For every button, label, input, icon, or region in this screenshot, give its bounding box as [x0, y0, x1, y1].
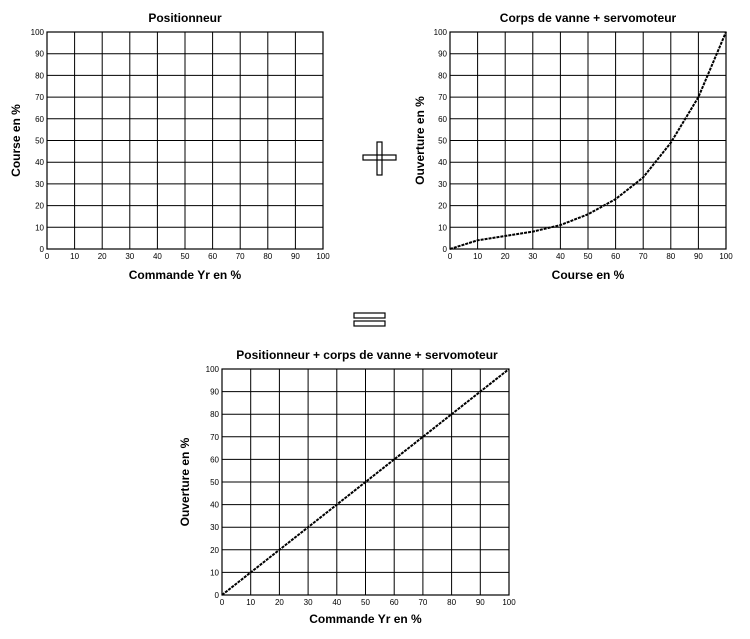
chart-corps-de-vanne: Corps de vanne + servomoteur 0 10 20 30 40 50… [413, 11, 733, 282]
y-tick-label: 80 [210, 410, 219, 419]
y-tick-label: 30 [438, 180, 447, 189]
y-tick-label: 40 [438, 158, 447, 167]
chart-title: Positionneur [148, 11, 222, 25]
y-tick-label: 50 [35, 137, 44, 146]
x-tick-label: 20 [275, 598, 284, 607]
plot-frame [46, 31, 324, 250]
x-tick-label: 40 [332, 598, 341, 607]
y-tick-label: 40 [35, 158, 44, 167]
y-tick-label: 60 [438, 115, 447, 124]
y-tick-label: 70 [438, 93, 447, 102]
x-tick-label: 60 [208, 252, 217, 261]
y-tick-label: 20 [438, 202, 447, 211]
plot-frame [449, 31, 727, 250]
y-tick-label: 0 [40, 245, 45, 254]
plus-operator [362, 141, 397, 176]
y-tick-label: 20 [35, 202, 44, 211]
y-tick-label: 10 [210, 568, 219, 577]
chart-positionneur: Positionneur 0 10 20 30 40 50 60 70 80 90 100 0 10 20… [9, 11, 330, 282]
x-tick-label: 30 [304, 598, 313, 607]
series-line [221, 368, 510, 596]
x-tick-label: 60 [611, 252, 620, 261]
y-tick-label: 80 [438, 71, 447, 80]
x-axis-label: Commande Yr en % [309, 612, 422, 626]
x-tick-label: 70 [236, 252, 245, 261]
chart-title: Corps de vanne + servomoteur [500, 11, 677, 25]
y-tick-label: 10 [438, 223, 447, 232]
y-tick-label: 50 [438, 137, 447, 146]
y-tick-label: 90 [210, 388, 219, 397]
y-tick-label: 0 [443, 245, 448, 254]
x-tick-label: 40 [153, 252, 162, 261]
x-tick-label: 70 [639, 252, 648, 261]
y-tick-label: 80 [35, 71, 44, 80]
y-tick-label: 90 [438, 50, 447, 59]
x-tick-label: 100 [502, 598, 516, 607]
x-tick-label: 60 [390, 598, 399, 607]
x-tick-label: 100 [316, 252, 330, 261]
x-tick-label: 30 [125, 252, 134, 261]
y-axis-label: Ouverture en % [178, 437, 192, 526]
equals-operator [353, 312, 386, 327]
x-tick-label: 0 [220, 598, 225, 607]
y-axis-label: Course en % [9, 104, 23, 177]
x-tick-label: 50 [584, 252, 593, 261]
y-tick-label: 100 [31, 28, 45, 37]
y-tick-label: 60 [35, 115, 44, 124]
x-tick-label: 20 [98, 252, 107, 261]
y-tick-label: 70 [210, 433, 219, 442]
x-axis-label: Commande Yr en % [129, 268, 242, 282]
x-tick-label: 0 [45, 252, 50, 261]
x-tick-label: 10 [70, 252, 79, 261]
y-tick-label: 90 [35, 50, 44, 59]
x-tick-label: 10 [246, 598, 255, 607]
y-tick-label: 30 [210, 523, 219, 532]
x-tick-label: 100 [719, 252, 733, 261]
x-tick-label: 80 [263, 252, 272, 261]
x-tick-label: 20 [501, 252, 510, 261]
x-tick-label: 50 [181, 252, 190, 261]
y-tick-label: 10 [35, 223, 44, 232]
y-tick-label: 0 [215, 591, 220, 600]
y-axis-label: Ouverture en % [413, 96, 427, 185]
x-tick-label: 70 [418, 598, 427, 607]
x-tick-label: 0 [448, 252, 453, 261]
x-tick-label: 90 [291, 252, 300, 261]
x-axis-label: Course en % [552, 268, 625, 282]
x-tick-label: 90 [476, 598, 485, 607]
y-tick-label: 70 [35, 93, 44, 102]
x-tick-label: 10 [473, 252, 482, 261]
x-tick-label: 80 [447, 598, 456, 607]
x-tick-label: 40 [556, 252, 565, 261]
y-tick-label: 20 [210, 546, 219, 555]
y-tick-label: 40 [210, 501, 219, 510]
plot-frame [221, 368, 510, 596]
y-tick-label: 50 [210, 478, 219, 487]
y-tick-label: 100 [206, 365, 220, 374]
x-tick-label: 50 [361, 598, 370, 607]
y-tick-label: 100 [434, 28, 448, 37]
x-tick-label: 90 [694, 252, 703, 261]
x-tick-label: 80 [666, 252, 675, 261]
y-tick-label: 60 [210, 455, 219, 464]
chart-combined: Positionneur + corps de vanne + servomot… [178, 348, 516, 626]
y-tick-label: 30 [35, 180, 44, 189]
series-line [449, 31, 727, 250]
x-tick-label: 30 [528, 252, 537, 261]
chart-title: Positionneur + corps de vanne + servomot… [236, 348, 498, 362]
